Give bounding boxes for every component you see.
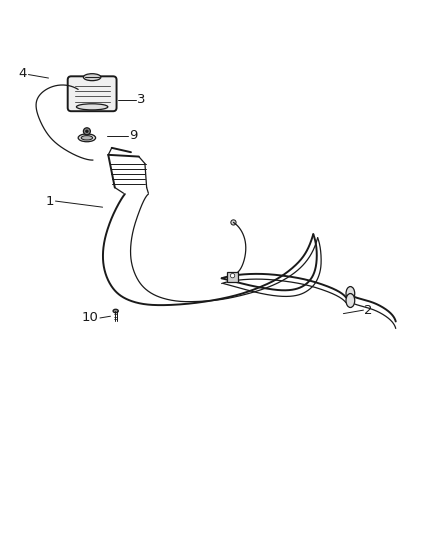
FancyBboxPatch shape [67,76,116,111]
Text: 2: 2 [364,304,372,317]
Text: 9: 9 [128,129,137,142]
Ellipse shape [76,104,108,110]
Ellipse shape [113,309,118,313]
Circle shape [83,128,90,135]
Text: 10: 10 [81,311,98,325]
Circle shape [85,130,88,133]
Circle shape [230,220,236,225]
Ellipse shape [81,135,92,140]
Text: 1: 1 [46,195,54,207]
Ellipse shape [83,74,101,80]
Bar [227,272,237,282]
Ellipse shape [345,287,354,301]
Text: 4: 4 [18,67,26,80]
Circle shape [230,273,234,278]
Ellipse shape [78,134,95,142]
Text: 3: 3 [136,93,145,107]
Ellipse shape [345,294,354,308]
